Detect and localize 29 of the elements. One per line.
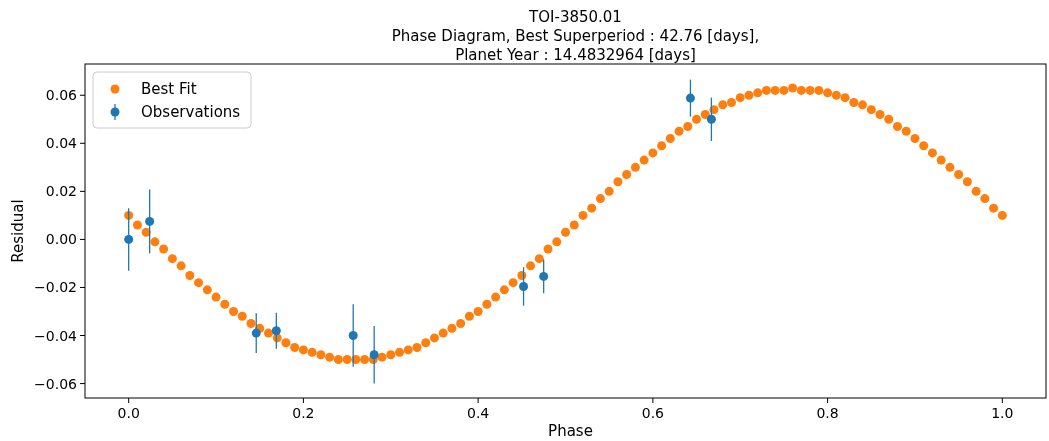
point (348, 331, 358, 341)
x-tick-label: 0.2 (292, 405, 315, 421)
x-tick-label: 0.4 (467, 405, 490, 421)
point (706, 114, 716, 124)
chart-subtitle: Phase Diagram, Best Superperiod : 42.76 [days], Planet Year : 14.4832964 [days] (391, 27, 760, 64)
point (369, 350, 379, 360)
x-axis-title: Phase (548, 422, 593, 440)
x-tick-label: 0.8 (816, 405, 839, 421)
point (685, 93, 695, 103)
legend-label: Observations (141, 103, 241, 121)
point (519, 282, 529, 292)
y-tick-label: −0.02 (34, 279, 77, 296)
y-tick-label: 0.04 (45, 135, 78, 152)
point (251, 328, 261, 338)
point (539, 271, 549, 281)
point (271, 326, 281, 336)
y-tick-label: −0.04 (34, 327, 78, 344)
y-tick-label: 0.02 (45, 183, 77, 200)
y-tick-label: 0.06 (45, 87, 78, 104)
y-tick-label: −0.06 (34, 375, 78, 392)
x-tick-label: 1.0 (991, 405, 1014, 421)
y-tick-label: 0.00 (45, 231, 77, 248)
chart-title: TOI-3850.01 (528, 8, 622, 26)
y-axis-title: Residual (9, 199, 27, 263)
legend-label: Best Fit (141, 80, 197, 98)
point (145, 216, 155, 226)
x-tick-label: 0.0 (117, 405, 140, 421)
point (124, 234, 134, 244)
x-tick-label: 0.6 (641, 405, 665, 421)
